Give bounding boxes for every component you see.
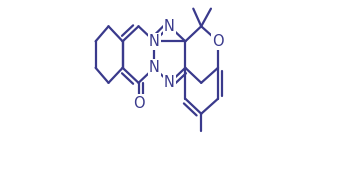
Text: N: N xyxy=(164,19,175,34)
Text: O: O xyxy=(212,34,224,49)
Text: N: N xyxy=(164,75,175,90)
Text: N: N xyxy=(149,60,160,75)
Text: N: N xyxy=(149,34,160,49)
Text: O: O xyxy=(133,96,144,111)
